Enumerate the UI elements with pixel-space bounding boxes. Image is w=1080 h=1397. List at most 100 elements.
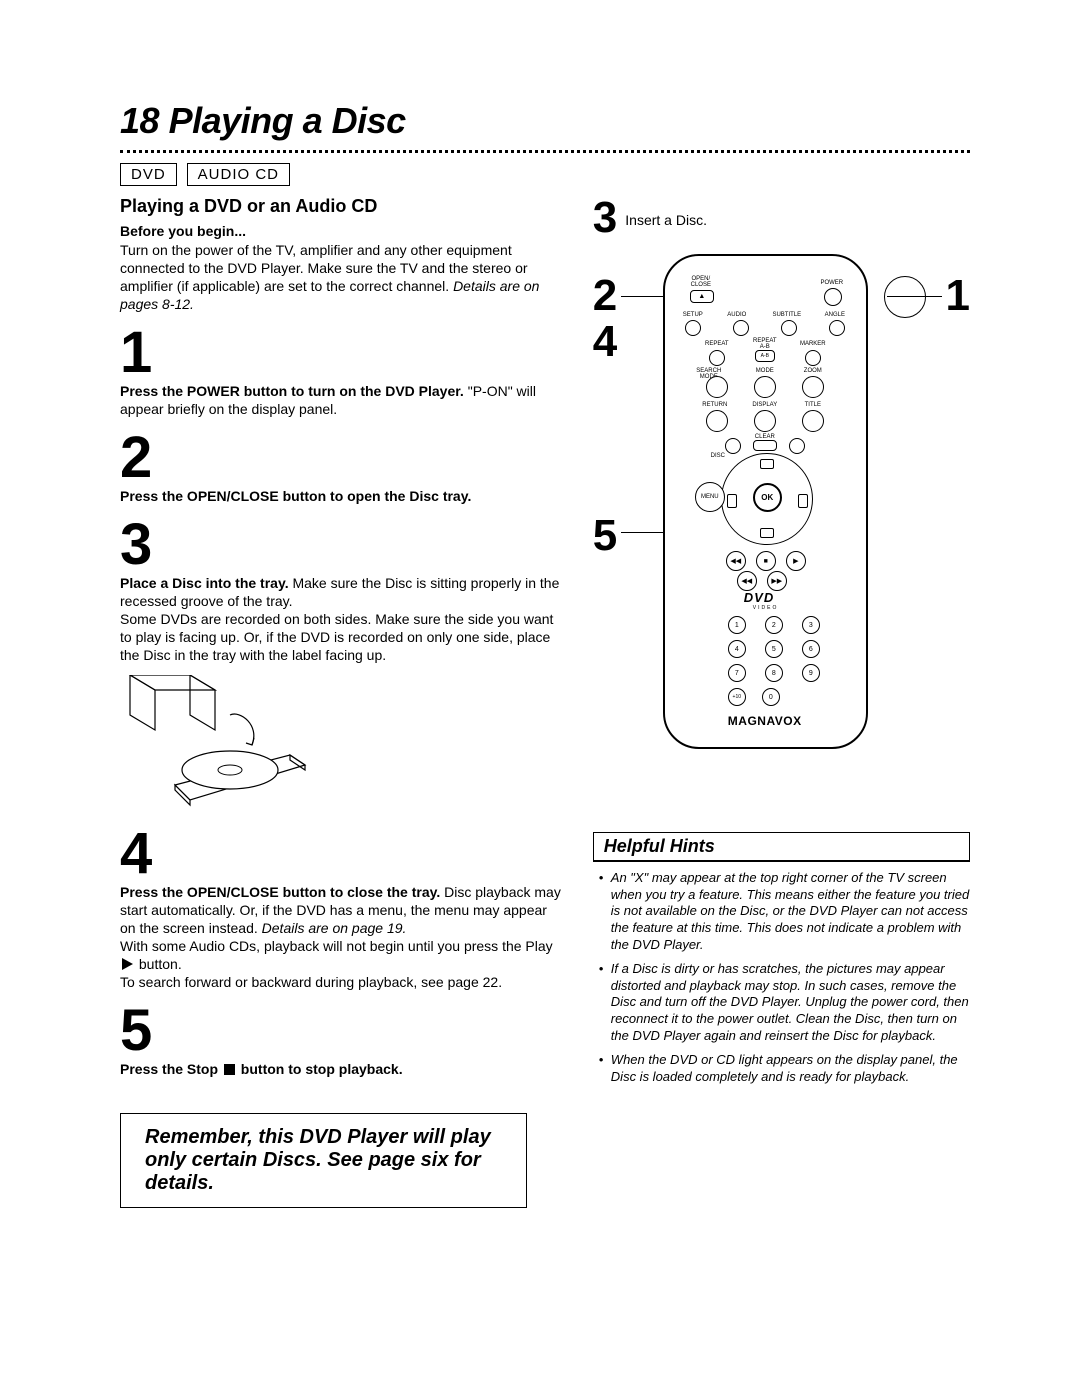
step-1-text: Press the POWER button to turn on the DV… (120, 383, 563, 419)
step-2-bold: Press the OPEN/CLOSE button to open the … (120, 488, 471, 504)
num-9: 9 (802, 664, 820, 682)
angle-button (829, 320, 845, 336)
num-6: 6 (802, 640, 820, 658)
play-icon (122, 958, 133, 970)
hint-item: If a Disc is dirty or has scratches, the… (597, 961, 970, 1044)
label-subtitle: SUBTITLE (765, 312, 809, 318)
step-1-bold: Press the POWER button to turn on the DV… (120, 383, 464, 399)
step-3-p2: Some DVDs are recorded on both sides. Ma… (120, 611, 563, 665)
open-close-button: ▲ (690, 290, 714, 303)
prev-button: ◀◀ (726, 551, 746, 571)
label-audio: AUDIO (715, 312, 759, 318)
page-number: 18 (120, 100, 159, 141)
num-4: 4 (728, 640, 746, 658)
return-button (706, 410, 728, 432)
search-mode-button (706, 376, 728, 398)
hint-item: An "X" may appear at the top right corne… (597, 870, 970, 953)
num-0: 0 (762, 688, 780, 706)
playback-row-1: ◀◀ ■ ▶ (726, 551, 806, 571)
ok-button: OK (753, 483, 782, 512)
dvd-logo: DVD (744, 590, 774, 605)
step-5-text: Press the Stop button to stop playback. (120, 1061, 563, 1079)
insert-disc-number: 3 (593, 196, 617, 240)
label-open-close: OPEN/ CLOSE (679, 276, 723, 288)
left-column: Playing a DVD or an Audio CD Before you … (120, 196, 563, 1208)
clear-button (753, 440, 777, 451)
tag-dvd: DVD (120, 163, 177, 186)
numpad: 1 2 3 4 5 6 7 8 9 +10 (728, 616, 820, 712)
title-button (802, 410, 824, 432)
label-repeat-ab: REPEAT A-B (743, 338, 787, 350)
zoom-button (802, 376, 824, 398)
repeat-button (709, 350, 725, 366)
label-marker: MARKER (791, 341, 835, 347)
callout-4: 4 (593, 320, 617, 364)
step-3-bold: Place a Disc into the tray. (120, 575, 289, 591)
display-button (754, 410, 776, 432)
reminder-text: Remember, this DVD Player will play only… (145, 1126, 502, 1195)
step-4-p3: To search forward or backward during pla… (120, 974, 563, 992)
mode-button (754, 376, 776, 398)
tag-audio-cd: AUDIO CD (187, 163, 290, 186)
before-begin-heading: Before you begin... (120, 223, 563, 239)
ff-button: ▶▶ (767, 571, 787, 591)
step-3-number: 3 (120, 520, 563, 569)
step-4-p2: With some Audio CDs, playback will not b… (120, 938, 563, 974)
section-title: Playing a DVD or an Audio CD (120, 196, 563, 217)
label-angle: ANGLE (813, 312, 857, 318)
callout-1: 1 (946, 274, 970, 318)
remote-illustration: 2 4 1 5 OPEN/ CLOSE ▲ POWER SETUP AUDIO … (593, 254, 970, 804)
num-2: 2 (765, 616, 783, 634)
step-4-p2a: With some Audio CDs, playback will not b… (120, 938, 553, 954)
helpful-hints-box: Helpful Hints An "X" may appear at the t… (593, 832, 970, 1086)
dpad-left (727, 494, 737, 508)
label-zoom: ZOOM (791, 368, 835, 374)
label-title: TITLE (791, 402, 835, 408)
callout-2: 2 (593, 274, 617, 318)
rew-button: ◀◀ (737, 571, 757, 591)
insert-disc-row: 3 Insert a Disc. (593, 196, 970, 240)
step-4-ital: Details are on page 19. (258, 920, 407, 936)
dpad-down (760, 528, 774, 538)
power-button (824, 288, 842, 306)
step-4-number: 4 (120, 829, 563, 878)
disc-tray-illustration (120, 675, 340, 825)
brand-label: MAGNAVOX (728, 714, 802, 728)
step-5-bold-a: Press the Stop (120, 1061, 222, 1077)
label-repeat: REPEAT (695, 341, 739, 347)
clear-button-r (789, 438, 805, 454)
step-1-number: 1 (120, 328, 563, 377)
num-3: 3 (802, 616, 820, 634)
setup-button (685, 320, 701, 336)
step-3-text: Place a Disc into the tray. Make sure th… (120, 575, 563, 611)
step-2-number: 2 (120, 433, 563, 482)
num-plus10: +10 (728, 688, 746, 706)
label-power: POWER (810, 280, 854, 286)
num-5: 5 (765, 640, 783, 658)
playback-row-2: ◀◀ ▶▶ (737, 571, 787, 591)
helpful-hints-title: Helpful Hints (593, 832, 970, 862)
num-7: 7 (728, 664, 746, 682)
reminder-box: Remember, this DVD Player will play only… (120, 1113, 527, 1208)
right-column: 3 Insert a Disc. 2 4 1 5 OPEN/ CLOSE ▲ P… (593, 196, 970, 1208)
insert-disc-label: Insert a Disc. (621, 209, 707, 228)
callout-5: 5 (593, 514, 617, 558)
step-4-bold: Press the OPEN/CLOSE button to close the… (120, 884, 440, 900)
subtitle-button (781, 320, 797, 336)
remote-body: OPEN/ CLOSE ▲ POWER SETUP AUDIO SUBTITLE… (663, 254, 868, 749)
play-button: ▶ (786, 551, 806, 571)
step-4-p2b: button. (135, 956, 182, 972)
num-1: 1 (728, 616, 746, 634)
audio-button (733, 320, 749, 336)
label-return: RETURN (693, 402, 737, 408)
marker-button (805, 350, 821, 366)
hint-item: When the DVD or CD light appears on the … (597, 1052, 970, 1085)
before-begin-text: Turn on the power of the TV, amplifier a… (120, 242, 563, 314)
repeat-ab-button: A-B (755, 350, 775, 362)
num-8: 8 (765, 664, 783, 682)
page-title: 18 Playing a Disc (120, 100, 970, 142)
label-disc: DISC (703, 453, 733, 459)
label-display: DISPLAY (743, 402, 787, 408)
stop-icon (224, 1064, 235, 1075)
stop-button: ■ (756, 551, 776, 571)
